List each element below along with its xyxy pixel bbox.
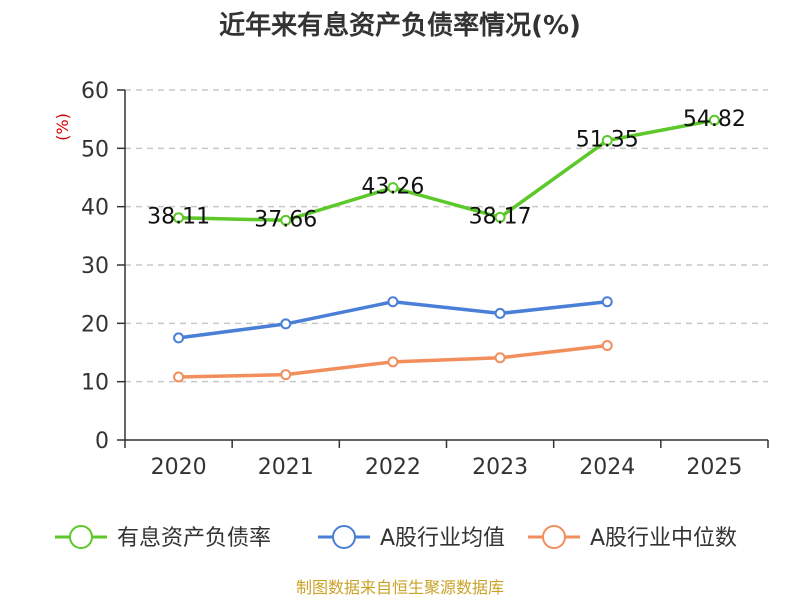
legend-item-0[interactable]: 有息资产负债率 (55, 525, 271, 551)
data-label-2024: 51.35 (576, 127, 639, 152)
data-point-s0-2024[interactable] (601, 134, 613, 146)
legend-marker-icon (69, 525, 93, 549)
data-point-s0-2025[interactable] (708, 114, 720, 126)
axes: 0 10 20 30 40 50 60 2020 2021 2022 2023 2024 2025 (81, 79, 769, 480)
y-tick-label: 20 (81, 312, 109, 337)
data-label-2025: 54.82 (683, 107, 746, 132)
x-tick-label: 2024 (579, 455, 635, 480)
legend-label: A股行业中位数 (590, 526, 737, 551)
legend-label: 有息资产负债率 (117, 526, 271, 551)
y-tick-label: 30 (81, 254, 109, 279)
y-tick-label: 40 (81, 196, 109, 221)
legend-item-2[interactable]: A股行业中位数 (528, 525, 737, 551)
y-tick-label: 60 (81, 79, 109, 104)
data-point-s2-2021[interactable] (280, 369, 292, 381)
legend-marker-icon (542, 525, 566, 549)
x-tick-label: 2022 (365, 455, 421, 480)
y-tick-label: 50 (81, 137, 109, 162)
legend-item-1[interactable]: A股行业均值 (318, 525, 505, 551)
x-tick-label: 2020 (151, 455, 207, 480)
y-axis-unit: (%) (53, 113, 72, 141)
data-point-s0-2022[interactable] (387, 182, 399, 194)
data-labels: 38.11 37.66 43.26 38.17 51.35 54.82 (147, 107, 746, 232)
data-label-2023: 38.17 (469, 204, 532, 229)
data-point-s1-2021[interactable] (280, 318, 292, 330)
data-point-s0-2020[interactable] (173, 212, 185, 224)
data-point-s0-2023[interactable] (494, 211, 506, 223)
data-label-2021: 37.66 (254, 207, 317, 232)
legend-marker-icon (332, 525, 356, 549)
y-tick-label: 10 (81, 371, 109, 396)
legend-label: A股行业均值 (380, 526, 505, 551)
data-point-s1-2024[interactable] (601, 296, 613, 308)
grid-lines (125, 89, 768, 383)
x-tick-label: 2025 (686, 455, 742, 480)
y-tick-label: 0 (95, 429, 109, 454)
series-line-0 (176, 118, 717, 223)
data-point-s1-2023[interactable] (494, 307, 506, 319)
source-note: 制图数据来自恒生聚源数据库 (296, 578, 504, 597)
x-tick-label: 2023 (472, 455, 528, 480)
data-point-s2-2023[interactable] (494, 352, 506, 364)
data-point-s2-2020[interactable] (173, 371, 185, 383)
data-point-s1-2020[interactable] (173, 332, 185, 344)
data-point-s2-2024[interactable] (601, 340, 613, 351)
chart-title: 近年来有息资产负债率情况(%) (219, 10, 581, 41)
data-label-2020: 38.11 (147, 205, 210, 230)
data-label-2022: 43.26 (361, 175, 424, 200)
data-point-s0-2021[interactable] (280, 214, 292, 226)
legend[interactable]: 有息资产负债率 A股行业均值 A股行业中位数 (55, 525, 737, 551)
series-group (173, 114, 720, 383)
x-tick-label: 2021 (258, 455, 314, 480)
data-point-s1-2022[interactable] (387, 296, 399, 308)
data-point-s2-2022[interactable] (387, 356, 399, 368)
